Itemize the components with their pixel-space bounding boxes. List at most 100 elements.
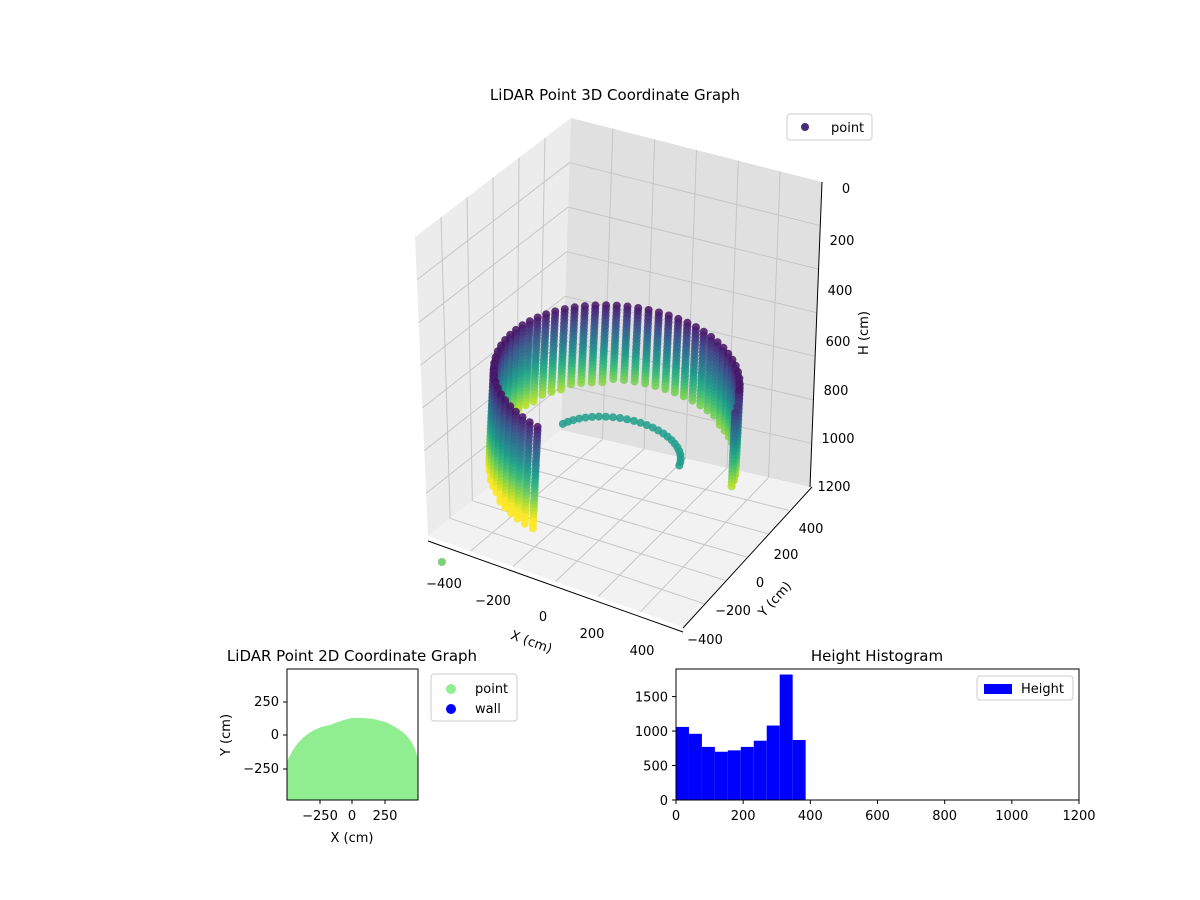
cloud-point — [507, 509, 516, 518]
hist-bar — [714, 751, 728, 800]
plot2d-x-tick: 0 — [348, 809, 356, 824]
hist-y-tick-label: 500 — [643, 760, 668, 775]
z-tick-label: 200 — [830, 234, 855, 249]
cloud-point — [641, 379, 650, 388]
cloud-point — [556, 385, 565, 394]
x-tick-label: 200 — [580, 627, 605, 642]
hist-bar — [727, 750, 741, 800]
z-axis-line — [809, 181, 823, 488]
plot-2d: LiDAR Point 2D Coordinate Graph −250 0 2… — [219, 647, 518, 846]
cloud-point — [588, 412, 597, 421]
cloud-point — [538, 390, 547, 399]
x-tick-label: −400 — [426, 577, 462, 592]
hist-bar — [792, 740, 806, 800]
hist-x-tick-label: 1200 — [1062, 809, 1095, 824]
legend-2d-point-label: point — [475, 682, 508, 697]
hist-bar — [753, 740, 767, 800]
z-tick-label: 1000 — [821, 432, 854, 447]
plot2d-x-label: X (cm) — [331, 831, 374, 846]
cloud-point — [727, 482, 736, 491]
z-tick-label: 600 — [826, 335, 851, 350]
legend-hist-label: Height — [1021, 682, 1064, 697]
cloud-point — [609, 413, 617, 422]
cloud-point — [616, 414, 624, 422]
hist-x-tick-label: 1000 — [995, 809, 1028, 824]
cloud-point — [696, 401, 705, 410]
plot2d-title: LiDAR Point 2D Coordinate Graph — [227, 647, 477, 665]
x-tick-label: 0 — [539, 610, 547, 625]
height-histogram: Height Histogram 0 200 400 600 800 1000 1200 0 5… — [635, 647, 1096, 824]
hist-bar — [740, 746, 754, 800]
cloud-point — [620, 376, 628, 384]
cloud-point — [528, 524, 537, 533]
plot-3d: LiDAR Point 3D Coordinate Graph −400 −20… — [415, 86, 873, 659]
legend-hist: Height — [976, 675, 1074, 701]
cloud-point — [558, 419, 567, 428]
z-tick-label: 400 — [828, 284, 853, 299]
legend-2d-point-marker — [446, 684, 456, 694]
legend-hist-swatch — [984, 684, 1012, 694]
hist-bar — [779, 674, 793, 800]
cloud-point — [609, 375, 618, 384]
grid-line — [466, 197, 473, 501]
z-tick-label: 1200 — [817, 480, 850, 495]
hist-bar — [701, 746, 715, 800]
legend-3d-frame — [786, 113, 873, 141]
cloud-point — [529, 397, 538, 406]
cloud-point — [594, 412, 603, 421]
legend-3d: point — [786, 113, 873, 141]
cloud-point — [675, 461, 684, 470]
x-axis-line — [427, 540, 684, 633]
legend-3d-point-marker — [801, 123, 809, 131]
plot2d-y-tick: 0 — [271, 728, 279, 743]
grid-line — [538, 447, 789, 511]
grid-line — [685, 149, 697, 459]
cloud-point — [661, 385, 670, 393]
hist-y-tick-label: 0 — [660, 794, 668, 809]
hist-x-tick-label: 800 — [932, 809, 957, 824]
x-axis-label: X (cm) — [508, 628, 554, 657]
y-axis-line — [682, 486, 813, 629]
cloud-point — [651, 382, 660, 390]
cloud-point — [630, 377, 639, 386]
z-tick-label: 800 — [824, 384, 849, 399]
y-tick-label: 0 — [756, 576, 764, 591]
point-cloud-2d — [287, 717, 418, 800]
cloud-point — [567, 380, 575, 389]
hist-bar — [766, 725, 780, 800]
legend-2d-wall-label: wall — [475, 702, 501, 717]
y-tick-label: 200 — [774, 548, 799, 563]
grid-line — [643, 139, 656, 450]
hist-bar — [688, 733, 702, 800]
cloud-point — [598, 378, 607, 387]
hist-y-tick-label: 1000 — [635, 725, 668, 740]
hist-ticks: 0 200 400 600 800 1000 1200 0 500 1000 1500 — [635, 691, 1096, 824]
cloud-point — [577, 379, 586, 388]
y-tick-label: −400 — [687, 633, 723, 648]
cloud-point — [547, 387, 556, 396]
z-tick-label: 0 — [842, 182, 850, 197]
legend-2d: point wall — [430, 673, 518, 722]
point-cloud-3d — [437, 301, 744, 566]
plot2d-y-tick: −250 — [243, 762, 279, 777]
cloud-point — [521, 401, 530, 410]
legend-3d-point-label: point — [831, 121, 864, 136]
cloud-point — [636, 418, 645, 427]
cloud-point — [679, 392, 688, 401]
hist-x-tick-label: 600 — [865, 809, 890, 824]
cloud-point — [670, 388, 679, 397]
hist-title: Height Histogram — [811, 647, 943, 665]
hist-bars — [676, 674, 806, 800]
plot2d-ticks — [283, 701, 386, 804]
plot2d-y-label: Y (cm) — [219, 714, 234, 757]
cloud-point — [581, 413, 590, 422]
hist-x-tick-label: 0 — [672, 809, 680, 824]
z-axis-label: H (cm) — [857, 311, 872, 355]
legend-2d-wall-marker — [446, 704, 456, 714]
cloud-point — [437, 558, 446, 566]
y-tick-label: −200 — [715, 604, 751, 619]
cloud-point — [601, 412, 610, 421]
cloud-point — [623, 415, 631, 424]
cloud-point — [629, 416, 638, 425]
